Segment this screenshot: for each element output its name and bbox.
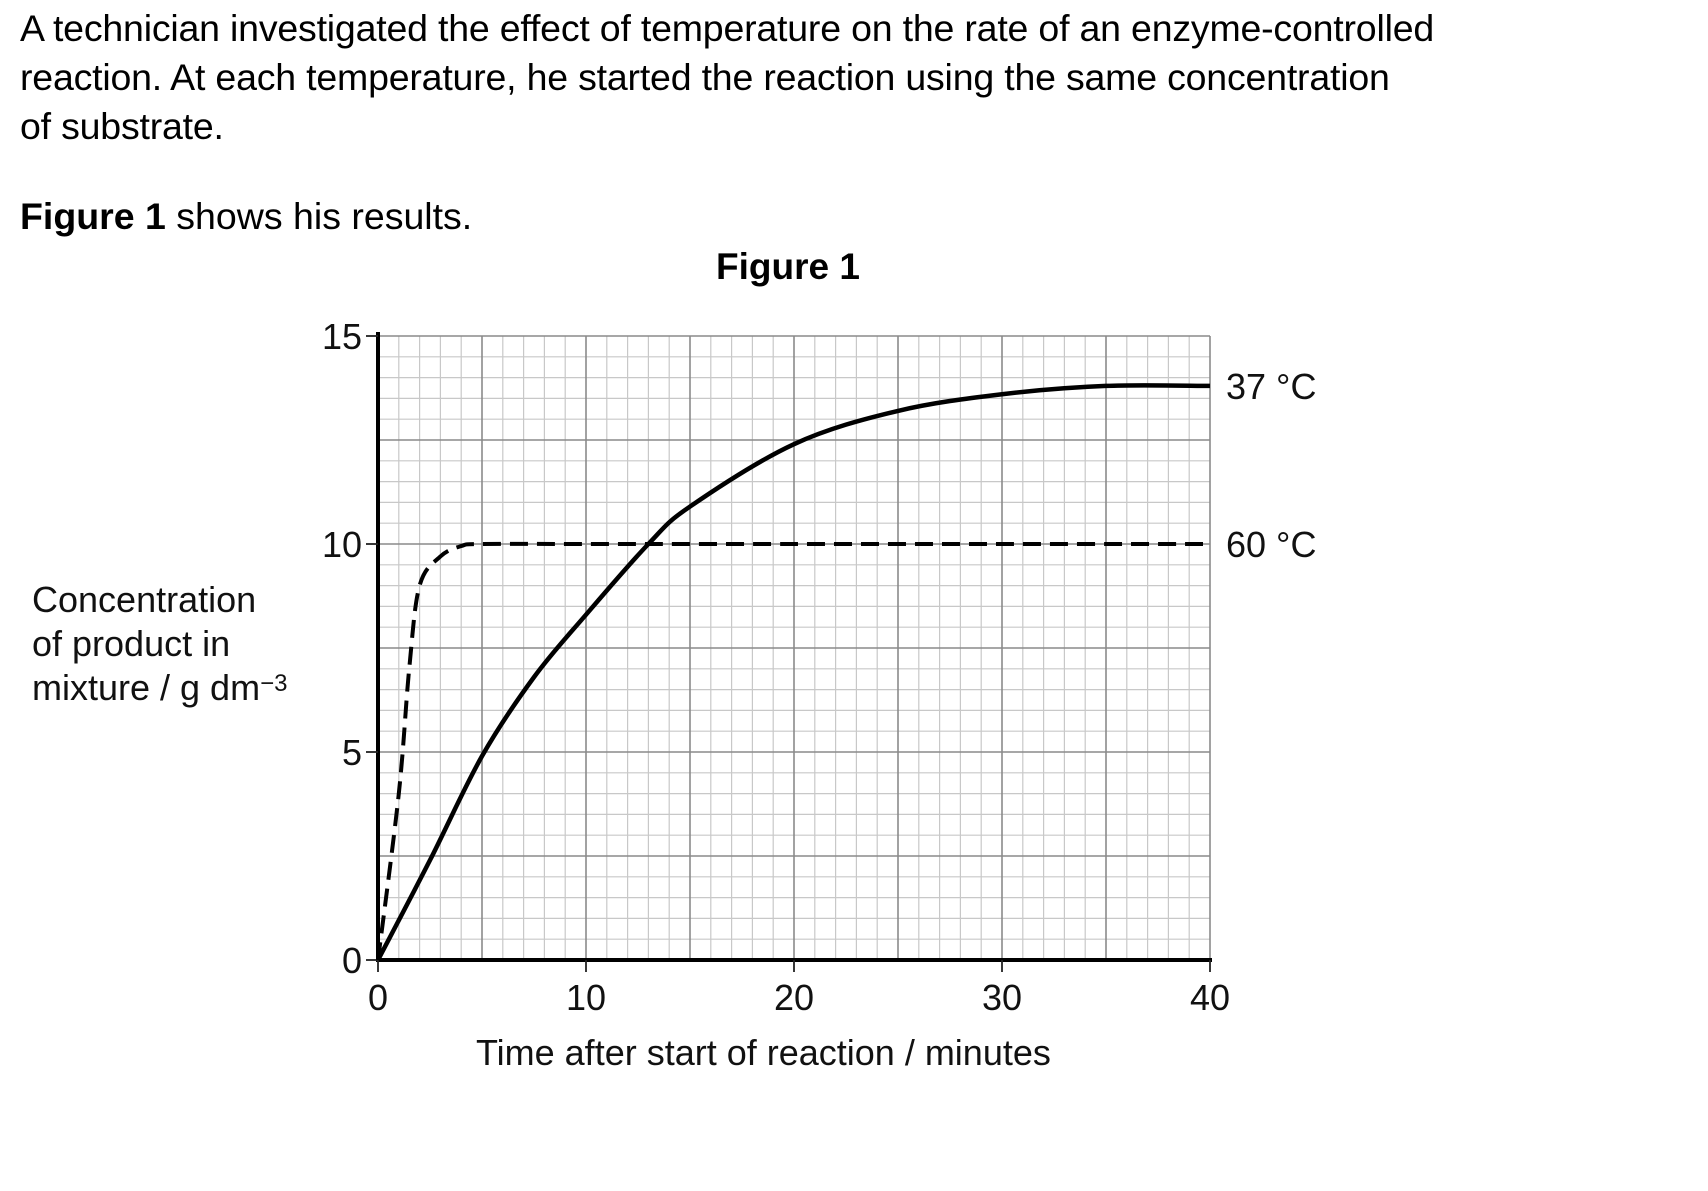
figure-caption: Figure 1 shows his results. — [20, 192, 472, 241]
y-tick-label: 5 — [342, 732, 362, 773]
series-line-60c — [376, 541, 1210, 961]
series-label: 60 °C — [1226, 524, 1316, 565]
series-labels: 37 °C 60 °C — [1226, 366, 1316, 565]
figure-ref: Figure 1 — [20, 195, 166, 237]
y-axis-label-line-2: of product in — [32, 623, 231, 664]
y-tick-label: 10 — [322, 524, 362, 565]
x-tick-label: 20 — [774, 977, 814, 1018]
series-line-37c — [376, 383, 1211, 962]
x-tick-label: 30 — [982, 977, 1022, 1018]
intro-line-3: of substrate. — [20, 105, 224, 147]
tick-labels: 0 5 10 15 0 10 20 30 40 — [322, 316, 1230, 1018]
intro-line-2: reaction. At each temperature, he starte… — [20, 56, 1390, 98]
data-series — [376, 383, 1211, 962]
series-label: 37 °C — [1226, 366, 1316, 407]
x-tick-label: 0 — [368, 977, 388, 1018]
x-tick-label: 10 — [566, 977, 606, 1018]
x-tick-label: 40 — [1190, 977, 1230, 1018]
y-axis-label: Concentration of product in mixture / g … — [32, 578, 287, 710]
intro-line-1: A technician investigated the effect of … — [20, 7, 1435, 49]
x-axis-label: Time after start of reaction / minutes — [476, 1032, 1051, 1073]
intro-paragraph: A technician investigated the effect of … — [20, 4, 1700, 151]
y-axis-label-line-1: Concentration — [32, 579, 257, 620]
chart-title: Figure 1 — [716, 246, 860, 287]
y-tick-label: 15 — [322, 316, 362, 357]
y-tick-label: 0 — [342, 940, 362, 981]
y-axis-label-line-3: mixture / g dm−3 — [32, 667, 288, 708]
figure-caption-text: shows his results. — [165, 195, 473, 237]
